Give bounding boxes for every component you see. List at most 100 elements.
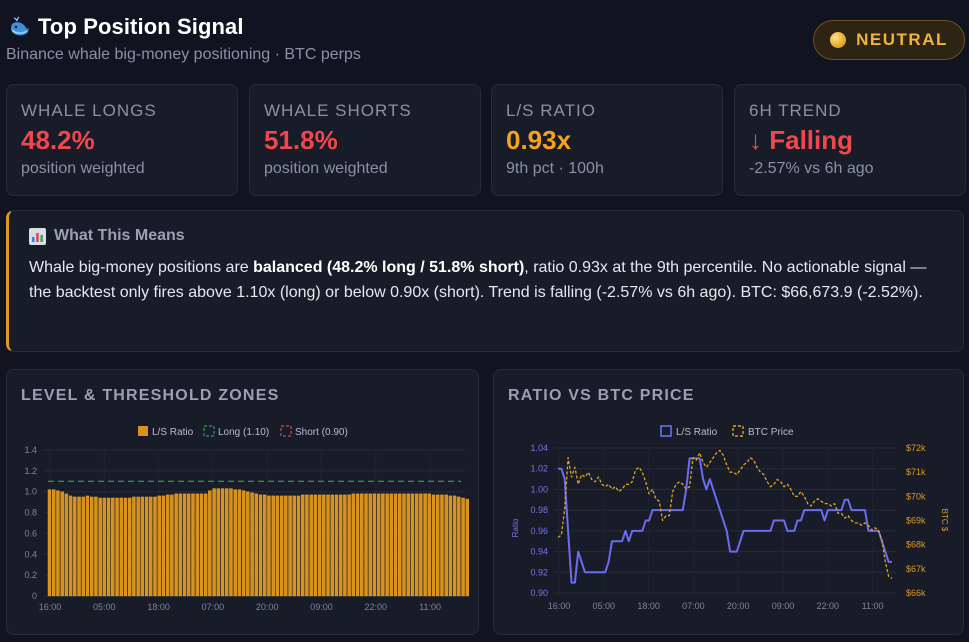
x-tick-label: 11:00 <box>419 602 441 612</box>
status-badge-label: NEUTRAL <box>856 30 948 49</box>
bar <box>431 494 436 597</box>
x-tick-label: 18:00 <box>147 602 170 612</box>
y-tick-label: 0.90 <box>530 588 548 598</box>
y2-tick-label: $66k <box>906 588 926 598</box>
level-threshold-chart: 0 0.2 0.4 0.6 0.8 1.0 1.2 1.4 16:00 05:00 18:00 07:… <box>24 425 469 612</box>
panel-title: LEVEL & THRESHOLD ZONES <box>21 387 280 404</box>
bar <box>123 497 128 597</box>
bar <box>64 493 69 597</box>
whale-icon <box>11 16 29 36</box>
x-tick-label: 07:00 <box>682 601 705 611</box>
bar <box>465 498 469 597</box>
stat-sub: position weighted <box>21 160 145 177</box>
y2-tick-label: $69k <box>906 516 926 526</box>
bar <box>98 497 102 597</box>
bar <box>436 494 440 597</box>
status-dot-icon <box>830 32 847 48</box>
bar <box>448 495 453 597</box>
x-tick-label: 22:00 <box>817 601 840 611</box>
bar <box>322 494 326 597</box>
bar <box>106 497 111 597</box>
legend-swatch-long <box>203 425 215 437</box>
bar <box>199 493 204 597</box>
bar <box>94 496 98 597</box>
bar <box>440 494 444 597</box>
bar <box>271 495 275 597</box>
stat-label: WHALE SHORTS <box>264 101 412 120</box>
bar <box>174 493 178 597</box>
bar <box>305 494 309 597</box>
bar <box>136 496 140 597</box>
bar <box>343 494 347 597</box>
x-tick-label: 16:00 <box>39 602 62 612</box>
stat-sub: position weighted <box>264 160 388 177</box>
page-title: Top Position Signal <box>38 14 244 39</box>
y-tick-label: 0 <box>32 591 37 601</box>
bar <box>153 496 157 597</box>
bar <box>292 495 296 597</box>
x-tick-label: 20:00 <box>256 602 279 612</box>
bar <box>225 488 229 597</box>
bar <box>275 495 280 597</box>
bar <box>406 493 410 597</box>
stat-card-6h-trend: 6H TREND ↓ Falling -2.57% vs 6h ago <box>734 84 966 196</box>
bar <box>254 493 258 597</box>
bar <box>330 494 334 597</box>
legend-label: L/S Ratio <box>676 427 718 438</box>
bar <box>182 493 187 597</box>
bar <box>296 495 301 597</box>
bar-chart-icon <box>29 227 46 245</box>
legend-swatch-short <box>280 425 292 437</box>
x-tick-label: 05:00 <box>93 602 116 612</box>
stat-label: WHALE LONGS <box>21 101 157 120</box>
x-tick-label: 20:00 <box>727 601 750 611</box>
bar <box>368 493 372 597</box>
bar <box>77 496 81 597</box>
bar <box>334 494 339 597</box>
bar <box>140 496 145 597</box>
btc-price-series-line <box>557 449 893 580</box>
bar <box>212 488 216 597</box>
stat-value: 51.8% <box>264 125 338 155</box>
header: Top Position Signal Binance whale big-mo… <box>6 14 361 64</box>
bar <box>165 494 170 597</box>
explain-body-bold: balanced (48.2% long / 51.8% short) <box>253 259 525 276</box>
bar <box>208 490 212 597</box>
bar <box>203 493 208 597</box>
bar <box>301 494 305 597</box>
signal-status-badge: NEUTRAL <box>813 20 965 60</box>
bar <box>229 488 233 597</box>
y-tick-label: 1.2 <box>24 466 37 476</box>
bar <box>288 495 292 597</box>
x-tick-label: 11:00 <box>862 601 884 611</box>
legend-swatch-ratio <box>138 426 148 436</box>
bar <box>427 493 432 597</box>
bar <box>81 496 85 597</box>
bar <box>73 496 77 597</box>
stat-card-ls-ratio: L/S RATIO 0.93x 9th pct · 100h <box>491 84 723 196</box>
bar <box>170 494 174 597</box>
y-tick-label: 0.94 <box>530 547 548 557</box>
bar <box>102 497 107 597</box>
bar <box>410 493 415 597</box>
bar <box>372 493 377 597</box>
bar <box>389 493 394 597</box>
bar <box>161 495 166 597</box>
bar <box>191 493 195 597</box>
bar <box>246 491 250 597</box>
bar <box>351 493 356 597</box>
bar <box>187 493 191 597</box>
bar <box>338 494 343 597</box>
bar <box>347 494 351 597</box>
bar <box>258 494 263 597</box>
legend-label: Short (0.90) <box>295 427 348 438</box>
y-axis-label: Ratio <box>511 518 520 537</box>
bar <box>195 493 199 597</box>
bar <box>381 493 385 597</box>
bar <box>309 494 313 597</box>
bar <box>144 496 149 597</box>
x-tick-label: 05:00 <box>593 601 616 611</box>
bar <box>220 488 225 597</box>
y-tick-label: 0.6 <box>24 528 37 538</box>
y-tick-label: 0.92 <box>530 567 548 577</box>
